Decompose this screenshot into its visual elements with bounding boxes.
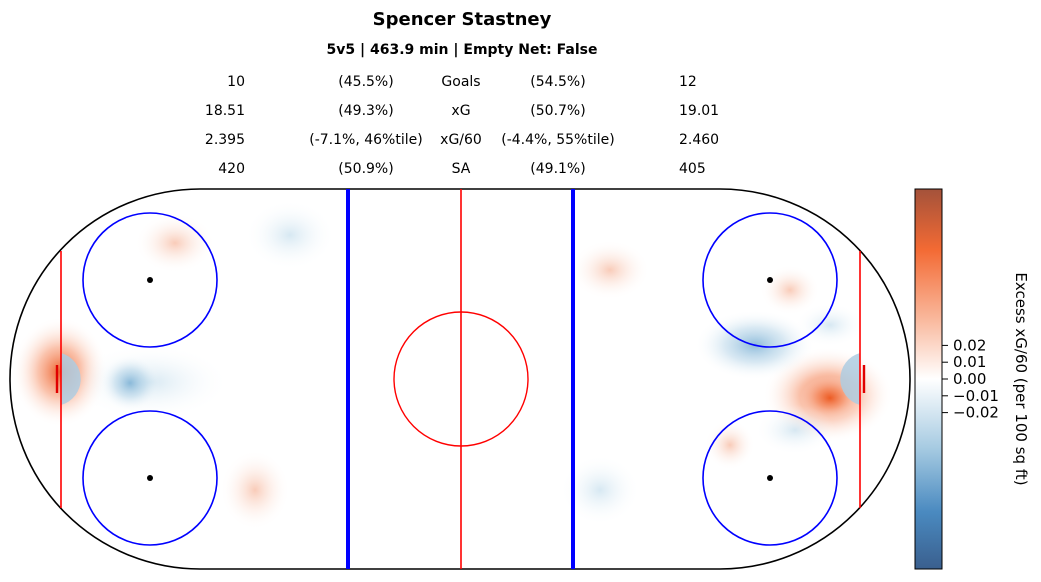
center-circle bbox=[393, 311, 529, 447]
heat-spot-right-slot2 bbox=[795, 303, 865, 347]
heat-spot-left-slot-core bbox=[100, 355, 160, 411]
faceoff-dot-left-bottom bbox=[147, 475, 153, 481]
left-crease bbox=[61, 353, 81, 405]
stat-left-value: 420 bbox=[218, 161, 245, 177]
colorbar-tick-label: 0.01 bbox=[953, 353, 986, 371]
heat-spot-right-bottom bbox=[705, 420, 755, 470]
heat-spot-right-left-low bbox=[560, 455, 640, 525]
right-crease bbox=[840, 353, 860, 405]
colorbar-tick-label: −0.02 bbox=[953, 404, 999, 422]
heat-spot-left-upper-mid bbox=[245, 200, 335, 270]
stat-label: SA bbox=[451, 161, 471, 177]
faceoff-circle-left-bottom bbox=[82, 410, 218, 546]
stat-left-pct: (45.5%) bbox=[338, 74, 394, 90]
heat-spot-right-top bbox=[760, 265, 820, 315]
stat-label: xG bbox=[451, 103, 471, 119]
faceoff-dot-right-top bbox=[767, 277, 773, 283]
colorbar-ticks: 0.020.010.00−0.01−0.02 bbox=[942, 336, 999, 422]
faceoff-dot-right-bottom bbox=[767, 475, 773, 481]
stat-right-pct: (49.1%) bbox=[530, 161, 586, 177]
faceoff-circle-right-bottom bbox=[702, 410, 838, 546]
chart-subtitle: 5v5 | 463.9 min | Empty Net: False bbox=[326, 42, 598, 58]
faceoff-circle-right-top bbox=[702, 212, 838, 348]
stat-label: Goals bbox=[441, 74, 481, 90]
colorbar-tick-label: 0.00 bbox=[953, 370, 986, 388]
stat-right-pct: (-4.4%, 55%tile) bbox=[501, 132, 615, 148]
colorbar-tick-label: 0.02 bbox=[953, 336, 986, 354]
heatmap-layer bbox=[12, 200, 893, 530]
stat-left-pct: (49.3%) bbox=[338, 103, 394, 119]
heat-spot-left-top bbox=[135, 213, 215, 273]
colorbar-label: Excess xG/60 (per 100 sq ft) bbox=[1012, 272, 1030, 485]
heat-spot-right-low bbox=[755, 405, 835, 455]
chart-title: Spencer Stastney bbox=[372, 9, 552, 30]
heat-spot-left-bottom bbox=[220, 450, 290, 530]
stat-left-pct: (50.9%) bbox=[338, 161, 394, 177]
faceoff-circle-left-top bbox=[82, 212, 218, 348]
stat-right-value: 19.01 bbox=[679, 103, 720, 119]
rink-boards bbox=[9, 188, 911, 570]
heat-spot-right-left-top bbox=[570, 240, 650, 300]
stat-left-value: 2.395 bbox=[204, 132, 245, 148]
stat-right-pct: (54.5%) bbox=[530, 74, 586, 90]
faceoff-dot-left-top bbox=[147, 277, 153, 283]
stat-left-pct: (-7.1%, 46%tile) bbox=[309, 132, 423, 148]
stat-right-value: 405 bbox=[679, 161, 706, 177]
stat-right-value: 2.460 bbox=[679, 132, 720, 148]
colorbar-tick-label: −0.01 bbox=[953, 387, 999, 405]
colorbar bbox=[914, 188, 943, 570]
stat-right-value: 12 bbox=[679, 74, 697, 90]
stat-left-value: 10 bbox=[227, 74, 245, 90]
stat-left-value: 18.51 bbox=[204, 103, 245, 119]
stat-label: xG/60 bbox=[440, 132, 482, 148]
stat-right-pct: (50.7%) bbox=[530, 103, 586, 119]
